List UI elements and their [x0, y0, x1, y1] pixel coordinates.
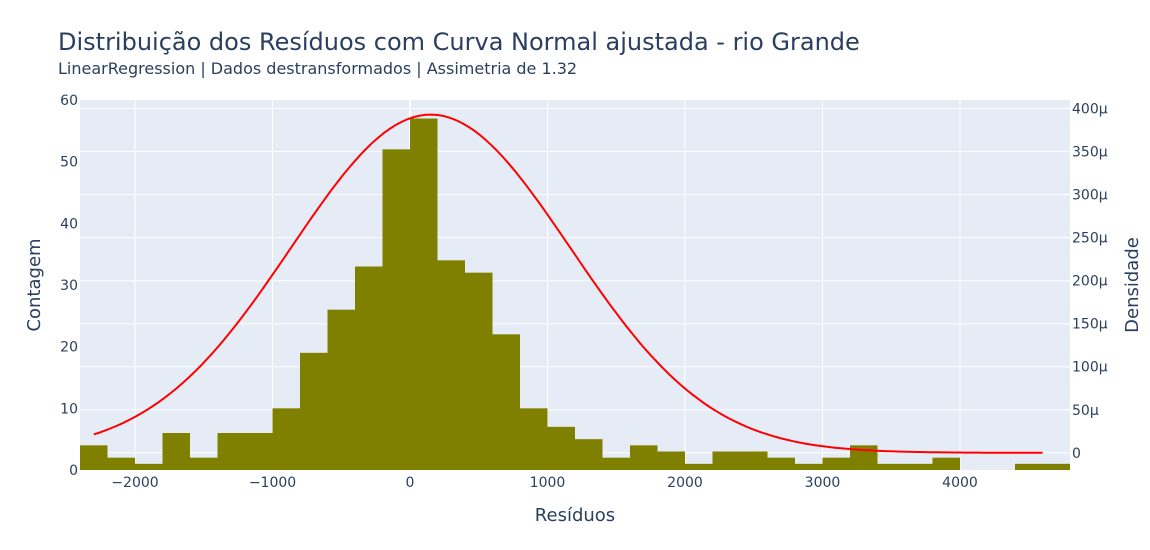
histogram-bar — [107, 457, 135, 470]
x-tick-label: 0 — [406, 475, 415, 491]
y2-tick-label: 300μ — [1072, 188, 1108, 204]
histogram-bar — [162, 433, 190, 470]
y-tick-label: 40 — [60, 216, 78, 232]
chart-subtitle: LinearRegression | Dados destransformado… — [58, 59, 577, 78]
y-axis-title: Contagem — [24, 238, 45, 331]
x-tick-label: 1000 — [530, 475, 566, 491]
histogram-bar — [437, 260, 465, 470]
x-axis-ticks: −2000 −1000 0 1000 2000 3000 4000 — [111, 475, 978, 491]
chart-title: Distribuição dos Resíduos com Curva Norm… — [58, 28, 860, 56]
y-tick-label: 20 — [60, 340, 78, 356]
x-tick-label: 2000 — [667, 475, 703, 491]
histogram-bar — [1042, 463, 1070, 470]
y2-tick-label: 400μ — [1072, 102, 1108, 118]
histogram-bar — [492, 334, 520, 470]
histogram-bar — [217, 433, 245, 470]
histogram-bar — [905, 463, 933, 470]
histogram-bar — [822, 457, 850, 470]
y2-tick-label: 0 — [1072, 446, 1081, 462]
histogram-bar — [190, 457, 218, 470]
plot-background — [80, 100, 1070, 470]
normal-curve-line — [93, 113, 1043, 454]
histogram-bar — [300, 352, 328, 470]
histogram-bar — [657, 451, 685, 470]
histogram-bar — [547, 426, 575, 470]
histogram-bar — [465, 272, 493, 470]
histogram-bar — [630, 445, 658, 470]
histogram-bar — [712, 451, 740, 470]
histogram-bar — [520, 408, 548, 470]
histogram-bar — [135, 463, 163, 470]
y-tick-label: 60 — [60, 93, 78, 109]
y2-axis-ticks: 0 50μ 100μ 150μ 200μ 250μ 300μ 350μ 400μ — [1072, 102, 1108, 462]
y2-tick-label: 350μ — [1072, 145, 1108, 161]
histogram-bar — [272, 408, 300, 470]
y-tick-label: 30 — [60, 278, 78, 294]
y-tick-label: 0 — [69, 463, 78, 479]
histogram-bar — [602, 457, 630, 470]
histogram-bar — [80, 445, 108, 470]
histogram-bar — [382, 149, 410, 471]
histogram-bar — [327, 309, 355, 470]
histogram-bar — [795, 463, 823, 470]
histogram-bar — [740, 451, 768, 470]
y-tick-label: 50 — [60, 155, 78, 171]
x-axis-title: Resíduos — [535, 505, 615, 526]
y-tick-label: 10 — [60, 401, 78, 417]
y2-tick-label: 250μ — [1072, 231, 1108, 247]
histogram-bar — [575, 439, 603, 470]
x-tick-label: 3000 — [805, 475, 841, 491]
y2-axis-title: Densidade — [1122, 237, 1143, 333]
histogram-bar — [685, 463, 713, 470]
y2-tick-label: 200μ — [1072, 274, 1108, 290]
histogram-bar — [245, 433, 273, 470]
x-tick-label: −2000 — [111, 475, 158, 491]
x-tick-label: 4000 — [942, 475, 978, 491]
histogram-bar — [932, 457, 960, 470]
y-axis-ticks: 0 10 20 30 40 50 60 — [60, 93, 78, 479]
histogram-bar — [1015, 463, 1043, 470]
x-tick-label: −1000 — [249, 475, 296, 491]
y2-tick-label: 50μ — [1072, 403, 1099, 419]
y2-tick-label: 150μ — [1072, 317, 1108, 333]
histogram-bar — [767, 457, 795, 470]
histogram-bar — [877, 463, 905, 470]
histogram-bars — [80, 118, 1070, 471]
histogram-bar — [355, 266, 383, 470]
histogram-bar — [410, 118, 438, 470]
y2-tick-label: 100μ — [1072, 360, 1108, 376]
